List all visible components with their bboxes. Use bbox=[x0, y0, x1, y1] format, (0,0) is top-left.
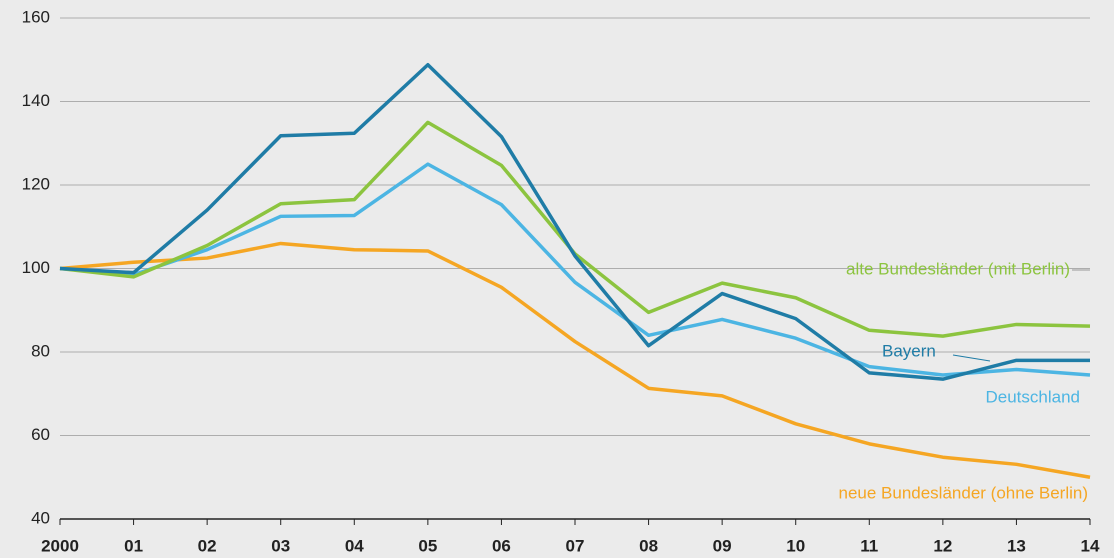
x-tick-label: 05 bbox=[418, 536, 437, 555]
series-line bbox=[59, 241, 1091, 479]
series-line bbox=[59, 120, 1091, 338]
series-label: alte Bundesländer (mit Berlin) bbox=[846, 259, 1070, 278]
x-tick-label: 2000 bbox=[41, 536, 79, 555]
series-label: neue Bundesländer (ohne Berlin) bbox=[838, 483, 1088, 502]
y-tick-label: 140 bbox=[22, 91, 50, 110]
x-tick-label: 08 bbox=[639, 536, 658, 555]
x-tick-label: 13 bbox=[1007, 536, 1026, 555]
x-tick-label: 01 bbox=[124, 536, 143, 555]
leader bbox=[952, 354, 991, 362]
series-label: Bayern bbox=[882, 341, 936, 360]
x-tick-label: 14 bbox=[1081, 536, 1100, 555]
x-tick-label: 12 bbox=[933, 536, 952, 555]
x-tick-label: 07 bbox=[566, 536, 585, 555]
y-tick-label: 60 bbox=[31, 425, 50, 444]
y-tick-label: 160 bbox=[22, 7, 50, 26]
x-tick-label: 06 bbox=[492, 536, 511, 555]
y-tick-label: 80 bbox=[31, 341, 50, 360]
y-tick-label: 40 bbox=[31, 508, 50, 527]
series-line bbox=[59, 162, 1091, 377]
x-tick-label: 11 bbox=[860, 536, 878, 555]
x-tick-label: 03 bbox=[271, 536, 290, 555]
series-line bbox=[59, 63, 1090, 381]
y-tick-label: 120 bbox=[22, 174, 50, 193]
y-tick-label: 100 bbox=[22, 258, 50, 277]
x-tick-label: 04 bbox=[345, 536, 364, 555]
x-tick-label: 09 bbox=[713, 536, 732, 555]
series-label: Deutschland bbox=[985, 387, 1080, 406]
x-tick-label: 02 bbox=[198, 536, 217, 555]
x-tick-label: 10 bbox=[786, 536, 805, 555]
